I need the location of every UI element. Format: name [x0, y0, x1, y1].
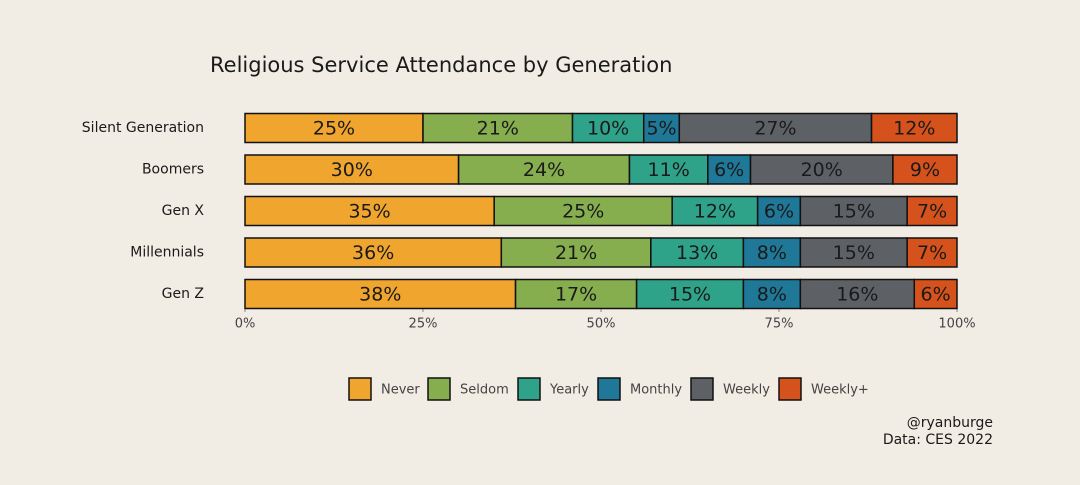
legend-swatch	[427, 377, 451, 401]
bar-segment	[244, 112, 424, 144]
data-label: 35%	[348, 201, 390, 223]
annotation: Data: CES 2022	[883, 432, 993, 448]
legend-swatch	[597, 377, 621, 401]
data-label: 25%	[562, 201, 604, 223]
data-label: 15%	[669, 284, 711, 306]
bar-segment	[635, 278, 745, 310]
data-label: 36%	[352, 242, 394, 264]
y-tick-label: Millennials	[130, 245, 204, 261]
bar-segment	[244, 237, 503, 268]
y-tick-label: Gen Z	[162, 286, 204, 302]
bar-segment	[422, 112, 574, 144]
data-label: 25%	[313, 118, 355, 140]
legend-swatch	[348, 377, 372, 401]
data-label: 17%	[555, 284, 597, 306]
data-label: 9%	[910, 159, 940, 181]
legend-label: Never	[381, 383, 420, 398]
x-tick-label: 75%	[765, 317, 794, 332]
data-label: 7%	[917, 242, 947, 264]
legend-swatch	[778, 377, 802, 401]
data-label: 5%	[646, 118, 676, 140]
bar-segment	[500, 237, 652, 268]
y-tick-label: Silent Generation	[82, 120, 204, 136]
bar-segment	[756, 195, 802, 227]
bar-segment	[457, 154, 631, 185]
bar-segment	[244, 154, 460, 185]
legend-label: Seldom	[460, 383, 509, 398]
data-label: 12%	[694, 201, 736, 223]
data-label: 8%	[757, 242, 787, 264]
x-tick-label: 25%	[409, 317, 438, 332]
bar-segment	[671, 195, 759, 227]
data-label: 38%	[359, 284, 401, 306]
data-label: 8%	[757, 284, 787, 306]
bar-segment	[514, 278, 638, 310]
data-label: 7%	[917, 201, 947, 223]
bar-segment	[749, 154, 894, 185]
bar-segment	[870, 112, 958, 144]
data-label: 10%	[587, 118, 629, 140]
bar-segment	[628, 154, 709, 185]
data-label: 6%	[714, 159, 744, 181]
bar-segment	[913, 278, 958, 310]
bar-segment	[244, 278, 517, 310]
bar-segment	[742, 237, 802, 268]
legend-swatch	[690, 377, 714, 401]
bar-segment	[244, 195, 495, 227]
bar-segment	[493, 195, 673, 227]
bar-segment	[799, 237, 908, 268]
x-tick-label: 0%	[235, 317, 256, 332]
data-label: 6%	[764, 201, 794, 223]
data-label: 12%	[893, 118, 935, 140]
data-label: 15%	[833, 201, 875, 223]
data-label: 6%	[921, 284, 951, 306]
legend-label: Weekly+	[811, 383, 869, 398]
data-label: 11%	[648, 159, 690, 181]
data-label: 21%	[555, 242, 597, 264]
chart-title: Religious Service Attendance by Generati…	[210, 53, 672, 77]
bar-segment	[799, 278, 916, 310]
data-label: 13%	[676, 242, 718, 264]
y-tick-label: Gen X	[162, 203, 205, 219]
legend-label: Weekly	[723, 383, 770, 398]
bar-segment	[892, 154, 958, 185]
data-label: 20%	[801, 159, 843, 181]
bar-segment	[906, 195, 958, 227]
y-tick-label: Boomers	[142, 162, 204, 178]
legend-label: Yearly	[549, 383, 589, 398]
data-label: 30%	[331, 159, 373, 181]
legend-label: Monthly	[630, 383, 682, 398]
legend-swatch	[517, 377, 541, 401]
x-tick-label: 100%	[938, 317, 975, 332]
data-label: 24%	[523, 159, 565, 181]
bar-segment	[906, 237, 958, 268]
x-tick-label: 50%	[587, 317, 616, 332]
annotation: @ryanburge	[907, 415, 993, 431]
data-label: 16%	[836, 284, 878, 306]
data-label: 27%	[754, 118, 796, 140]
data-label: 21%	[477, 118, 519, 140]
data-label: 15%	[833, 242, 875, 264]
bar-segment	[799, 195, 908, 227]
